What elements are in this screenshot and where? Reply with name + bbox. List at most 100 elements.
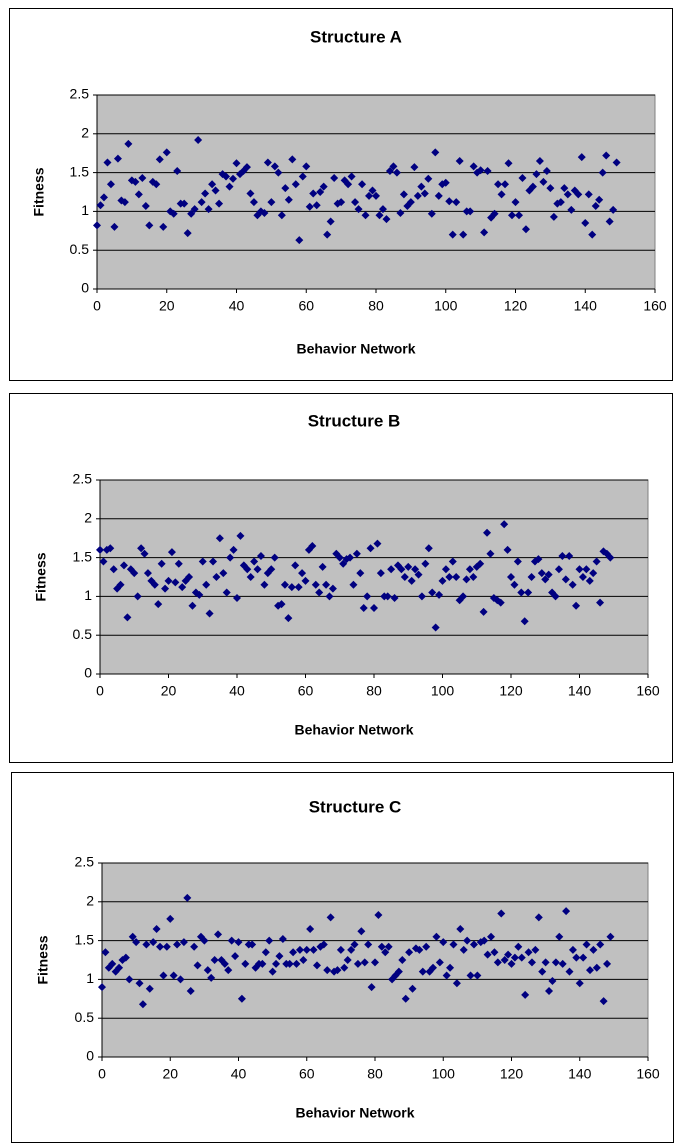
point bbox=[241, 959, 250, 968]
point bbox=[496, 598, 505, 607]
point bbox=[598, 168, 607, 177]
point bbox=[183, 893, 192, 902]
point bbox=[265, 936, 274, 945]
point bbox=[490, 209, 499, 218]
y-tick-label: 0.5 bbox=[75, 1009, 95, 1025]
y-tick-label: 0.5 bbox=[70, 241, 90, 257]
point bbox=[606, 932, 615, 941]
point bbox=[417, 592, 426, 601]
point bbox=[606, 553, 615, 562]
point bbox=[551, 592, 560, 601]
point bbox=[353, 959, 362, 968]
point bbox=[422, 942, 431, 951]
point bbox=[326, 913, 335, 922]
point bbox=[260, 580, 269, 589]
point bbox=[119, 561, 128, 570]
point bbox=[367, 983, 376, 992]
point bbox=[511, 198, 520, 207]
point bbox=[186, 987, 195, 996]
point bbox=[236, 531, 245, 540]
point bbox=[180, 199, 189, 208]
point bbox=[277, 600, 286, 609]
point bbox=[333, 966, 342, 975]
point bbox=[96, 545, 104, 554]
point bbox=[200, 936, 209, 945]
point bbox=[558, 959, 567, 968]
point bbox=[173, 167, 182, 176]
point bbox=[231, 952, 240, 961]
point bbox=[609, 205, 618, 214]
point bbox=[394, 967, 403, 976]
point bbox=[174, 559, 183, 568]
point bbox=[93, 221, 101, 230]
point bbox=[161, 584, 170, 593]
point bbox=[431, 623, 440, 632]
point bbox=[315, 588, 324, 597]
point bbox=[585, 576, 594, 585]
x-tick-label: 60 bbox=[298, 683, 314, 699]
point bbox=[405, 948, 414, 957]
point bbox=[347, 945, 356, 954]
point bbox=[365, 191, 374, 200]
point bbox=[123, 613, 132, 622]
point bbox=[459, 945, 468, 954]
point bbox=[504, 950, 513, 959]
point bbox=[452, 573, 461, 581]
point bbox=[455, 156, 464, 165]
point bbox=[270, 553, 279, 562]
point bbox=[414, 570, 423, 579]
x-axis-label: Behavior Network bbox=[295, 1105, 414, 1121]
point bbox=[138, 174, 147, 183]
x-tick-label: 60 bbox=[299, 1066, 315, 1082]
point bbox=[592, 963, 601, 972]
point bbox=[305, 202, 314, 211]
point bbox=[439, 938, 448, 947]
point bbox=[442, 971, 451, 980]
point bbox=[486, 549, 495, 558]
point bbox=[178, 583, 187, 592]
point bbox=[280, 580, 289, 589]
point bbox=[159, 222, 168, 231]
point bbox=[483, 528, 492, 537]
point bbox=[441, 178, 450, 187]
point bbox=[308, 541, 317, 550]
point bbox=[215, 199, 224, 208]
point bbox=[319, 940, 328, 949]
point bbox=[176, 975, 185, 984]
point bbox=[527, 958, 536, 967]
point bbox=[517, 588, 526, 597]
point bbox=[330, 174, 339, 183]
point bbox=[592, 557, 601, 566]
point bbox=[103, 158, 112, 167]
point bbox=[574, 190, 583, 199]
point bbox=[445, 573, 454, 581]
point bbox=[316, 188, 325, 196]
point bbox=[535, 156, 544, 165]
point bbox=[183, 229, 192, 238]
point bbox=[203, 966, 212, 975]
point bbox=[420, 189, 429, 198]
point bbox=[208, 180, 217, 189]
point bbox=[322, 580, 331, 589]
point bbox=[171, 578, 180, 587]
point bbox=[219, 569, 228, 578]
point bbox=[284, 614, 293, 623]
point bbox=[227, 936, 236, 945]
point bbox=[384, 942, 393, 951]
x-tick-label: 100 bbox=[432, 1066, 456, 1082]
point bbox=[135, 979, 144, 988]
point bbox=[518, 174, 527, 183]
point bbox=[517, 953, 526, 962]
point bbox=[567, 205, 576, 214]
point bbox=[339, 559, 348, 568]
x-tick-label: 0 bbox=[93, 298, 101, 314]
point bbox=[366, 544, 375, 553]
point bbox=[596, 598, 605, 607]
x-tick-label: 120 bbox=[504, 298, 528, 314]
point bbox=[302, 945, 311, 954]
point bbox=[612, 158, 621, 167]
point bbox=[101, 948, 110, 957]
point bbox=[537, 569, 546, 578]
